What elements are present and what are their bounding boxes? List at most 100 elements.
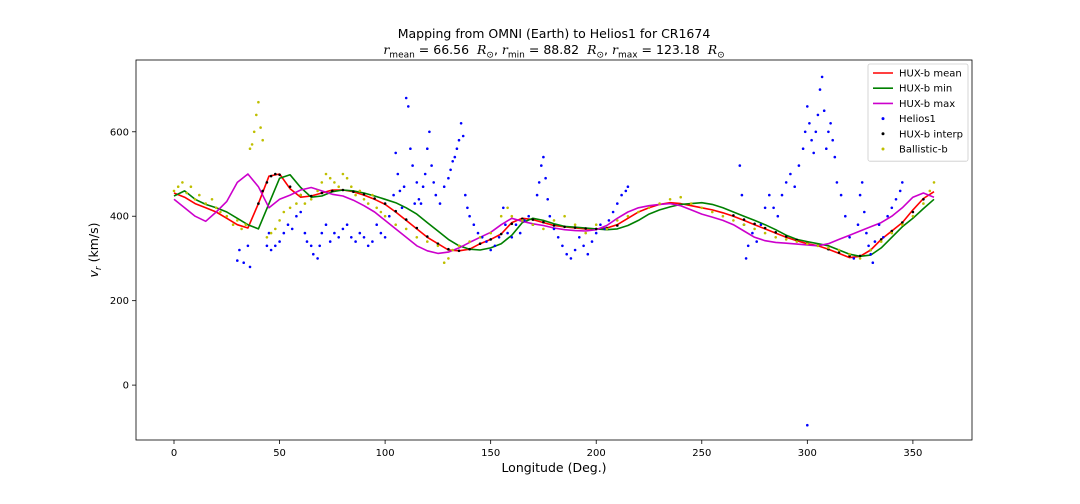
data-point-helios1 [856, 223, 860, 226]
data-point-helios1 [415, 181, 419, 184]
data-point-ballistic-b [309, 198, 313, 201]
data-point-helios1 [430, 164, 433, 167]
data-point-helios1 [506, 231, 509, 235]
data-point-helios1 [324, 223, 328, 226]
data-point-helios1 [246, 244, 250, 248]
data-point-helios1 [858, 193, 862, 197]
data-point-ballistic-b [499, 214, 503, 218]
legend-label-hux-b-interp: HUX-b interp [899, 129, 963, 140]
data-point-hux-b-interp [594, 227, 598, 231]
data-point-helios1 [527, 214, 530, 218]
data-point-ballistic-b [647, 206, 651, 210]
data-point-helios1 [886, 214, 889, 218]
data-point-ballistic-b [879, 240, 883, 243]
data-point-hux-b-interp [274, 172, 277, 176]
data-point-ballistic-b [711, 210, 714, 214]
data-point-ballistic-b [869, 248, 872, 252]
data-point-helios1 [626, 185, 630, 188]
x-tick-label: 0 [171, 448, 177, 459]
x-tick-label: 50 [273, 448, 286, 459]
data-point-helios1 [350, 236, 353, 239]
data-point-helios1 [312, 252, 315, 256]
data-point-helios1 [844, 214, 847, 218]
data-point-helios1 [419, 202, 423, 205]
data-point-ballistic-b [214, 206, 218, 210]
data-point-helios1 [833, 155, 837, 159]
data-point-hux-b-interp [468, 247, 471, 251]
data-point-ballistic-b [468, 240, 471, 243]
data-point-hux-b-interp [383, 202, 387, 205]
data-point-ballistic-b [489, 231, 493, 235]
chart-title: Mapping from OMNI (Earth) to Helios1 for… [397, 26, 711, 41]
data-point-ballistic-b [240, 227, 243, 231]
data-point-hux-b-interp [320, 191, 324, 195]
data-point-hux-b-interp [309, 194, 313, 198]
data-point-helios1 [398, 189, 402, 193]
data-point-helios1 [489, 248, 493, 252]
data-point-helios1 [400, 206, 404, 210]
data-point-helios1 [871, 261, 875, 265]
data-point-ballistic-b [901, 223, 904, 226]
data-point-ballistic-b [795, 240, 799, 243]
data-point-ballistic-b [763, 231, 767, 235]
data-point-helios1 [421, 185, 425, 188]
data-point-hux-b-interp [901, 221, 904, 224]
data-point-helios1 [238, 248, 241, 252]
data-point-helios1 [236, 259, 239, 262]
data-point-helios1 [835, 181, 839, 184]
data-point-helios1 [449, 168, 452, 172]
legend-label-hux-b-max: HUX-b max [899, 99, 955, 110]
data-point-hux-b-interp [753, 222, 756, 226]
data-point-hux-b-interp [573, 226, 577, 229]
data-point-ballistic-b [358, 189, 362, 193]
data-point-helios1 [624, 189, 628, 193]
data-point-ballistic-b [259, 126, 262, 129]
data-point-helios1 [476, 231, 480, 235]
data-point-ballistic-b [858, 257, 862, 260]
data-point-hux-b-interp [784, 235, 788, 238]
data-point-helios1 [827, 130, 830, 134]
data-point-ballistic-b [250, 143, 254, 146]
data-point-helios1 [459, 122, 463, 125]
data-point-hux-b-interp [257, 202, 260, 205]
data-point-helios1 [556, 236, 560, 239]
data-point-ballistic-b [626, 214, 630, 218]
data-point-helios1 [396, 172, 400, 176]
data-point-helios1 [358, 231, 362, 235]
y-tick-label: 0 [123, 381, 129, 392]
data-point-helios1 [510, 236, 514, 239]
data-point-hux-b-interp [542, 220, 545, 224]
data-point-helios1 [582, 244, 585, 248]
data-point-hux-b-interp [261, 189, 265, 193]
data-point-hux-b-interp [763, 226, 767, 230]
data-point-helios1 [493, 244, 497, 248]
data-point-helios1 [894, 198, 898, 201]
data-point-helios1 [282, 231, 286, 235]
data-point-helios1 [299, 210, 303, 214]
data-point-helios1 [468, 214, 471, 218]
data-point-helios1 [789, 172, 792, 176]
x-tick-label: 100 [376, 448, 395, 459]
data-point-ballistic-b [316, 189, 319, 193]
y-tick-label: 200 [110, 296, 129, 307]
data-point-helios1 [461, 134, 465, 138]
data-point-helios1 [341, 227, 345, 231]
data-point-helios1 [751, 231, 754, 235]
data-point-hux-b-interp [879, 238, 883, 241]
data-point-helios1 [890, 206, 894, 210]
data-point-helios1 [316, 257, 319, 260]
data-point-ballistic-b [288, 206, 292, 210]
data-point-helios1 [901, 181, 904, 184]
data-point-ballistic-b [252, 130, 256, 134]
data-point-ballistic-b [816, 244, 820, 248]
series-points-helios1 [236, 75, 904, 427]
data-point-helios1 [423, 172, 427, 176]
data-point-helios1 [806, 105, 809, 108]
data-point-helios1 [269, 248, 273, 252]
data-point-ballistic-b [679, 195, 682, 199]
data-point-helios1 [375, 223, 379, 226]
data-point-hux-b-interp [269, 174, 273, 178]
data-point-ballistic-b [637, 210, 640, 214]
data-point-helios1 [366, 244, 370, 248]
